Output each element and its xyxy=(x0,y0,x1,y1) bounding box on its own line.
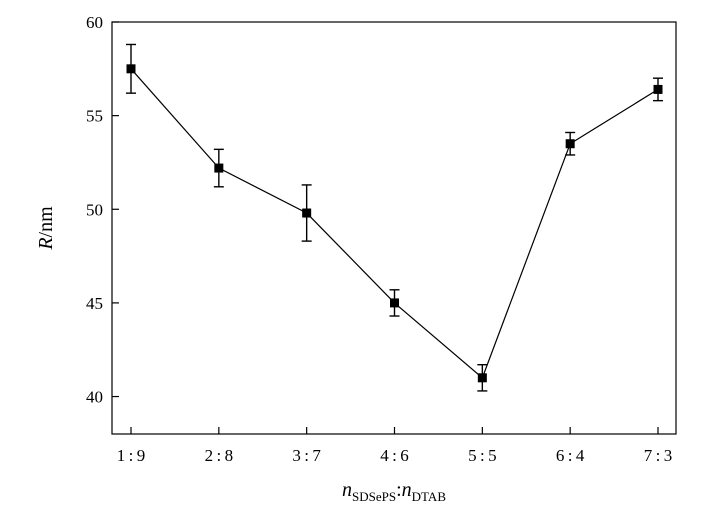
y-tick-label: 60 xyxy=(86,13,103,32)
series-line xyxy=(130,68,659,379)
data-point xyxy=(477,373,487,383)
series xyxy=(126,43,663,392)
y-tick-label: 45 xyxy=(86,294,103,313)
x-tick-label: 7 : 3 xyxy=(644,446,673,465)
x-axis-title-n1: n xyxy=(342,479,352,501)
y-tick-label: 50 xyxy=(86,200,103,219)
x-tick-label: 1 : 9 xyxy=(117,446,146,465)
x-tick-label: 5 : 5 xyxy=(468,446,497,465)
x-tick-label: 2 : 8 xyxy=(205,446,234,465)
x-axis-title-sub2: DTAB xyxy=(412,489,447,504)
x-axis-title: nSDSePS:nDTAB xyxy=(342,479,446,504)
x-axis-ticks: 1 : 9 2 : 8 3 : 7 4 : 6 5 : 5 6 : 4 7 : 3 xyxy=(117,427,673,465)
plot-frame xyxy=(111,21,677,435)
data-point xyxy=(653,84,663,94)
x-axis-title-sep: : xyxy=(396,479,402,501)
y-axis-ticks: 40 45 50 55 60 xyxy=(86,13,119,407)
x-axis-title-n2: n xyxy=(402,479,412,501)
x-axis-title-sub1: SDSePS xyxy=(352,489,396,504)
data-point xyxy=(565,139,575,149)
x-tick-label: 4 : 6 xyxy=(380,446,409,465)
y-tick-label: 55 xyxy=(86,107,103,126)
y-axis-title-symbol: R xyxy=(35,237,57,250)
y-tick-label: 40 xyxy=(86,388,103,407)
y-axis-title: R/nm xyxy=(35,206,57,251)
y-axis-title-unit: /nm xyxy=(35,206,57,238)
data-point xyxy=(126,64,136,74)
x-tick-label: 6 : 4 xyxy=(556,446,585,465)
data-point xyxy=(390,298,399,308)
x-tick-label: 3 : 7 xyxy=(292,446,321,465)
data-point xyxy=(214,163,224,173)
data-point xyxy=(302,208,312,218)
plot-area xyxy=(111,21,677,435)
